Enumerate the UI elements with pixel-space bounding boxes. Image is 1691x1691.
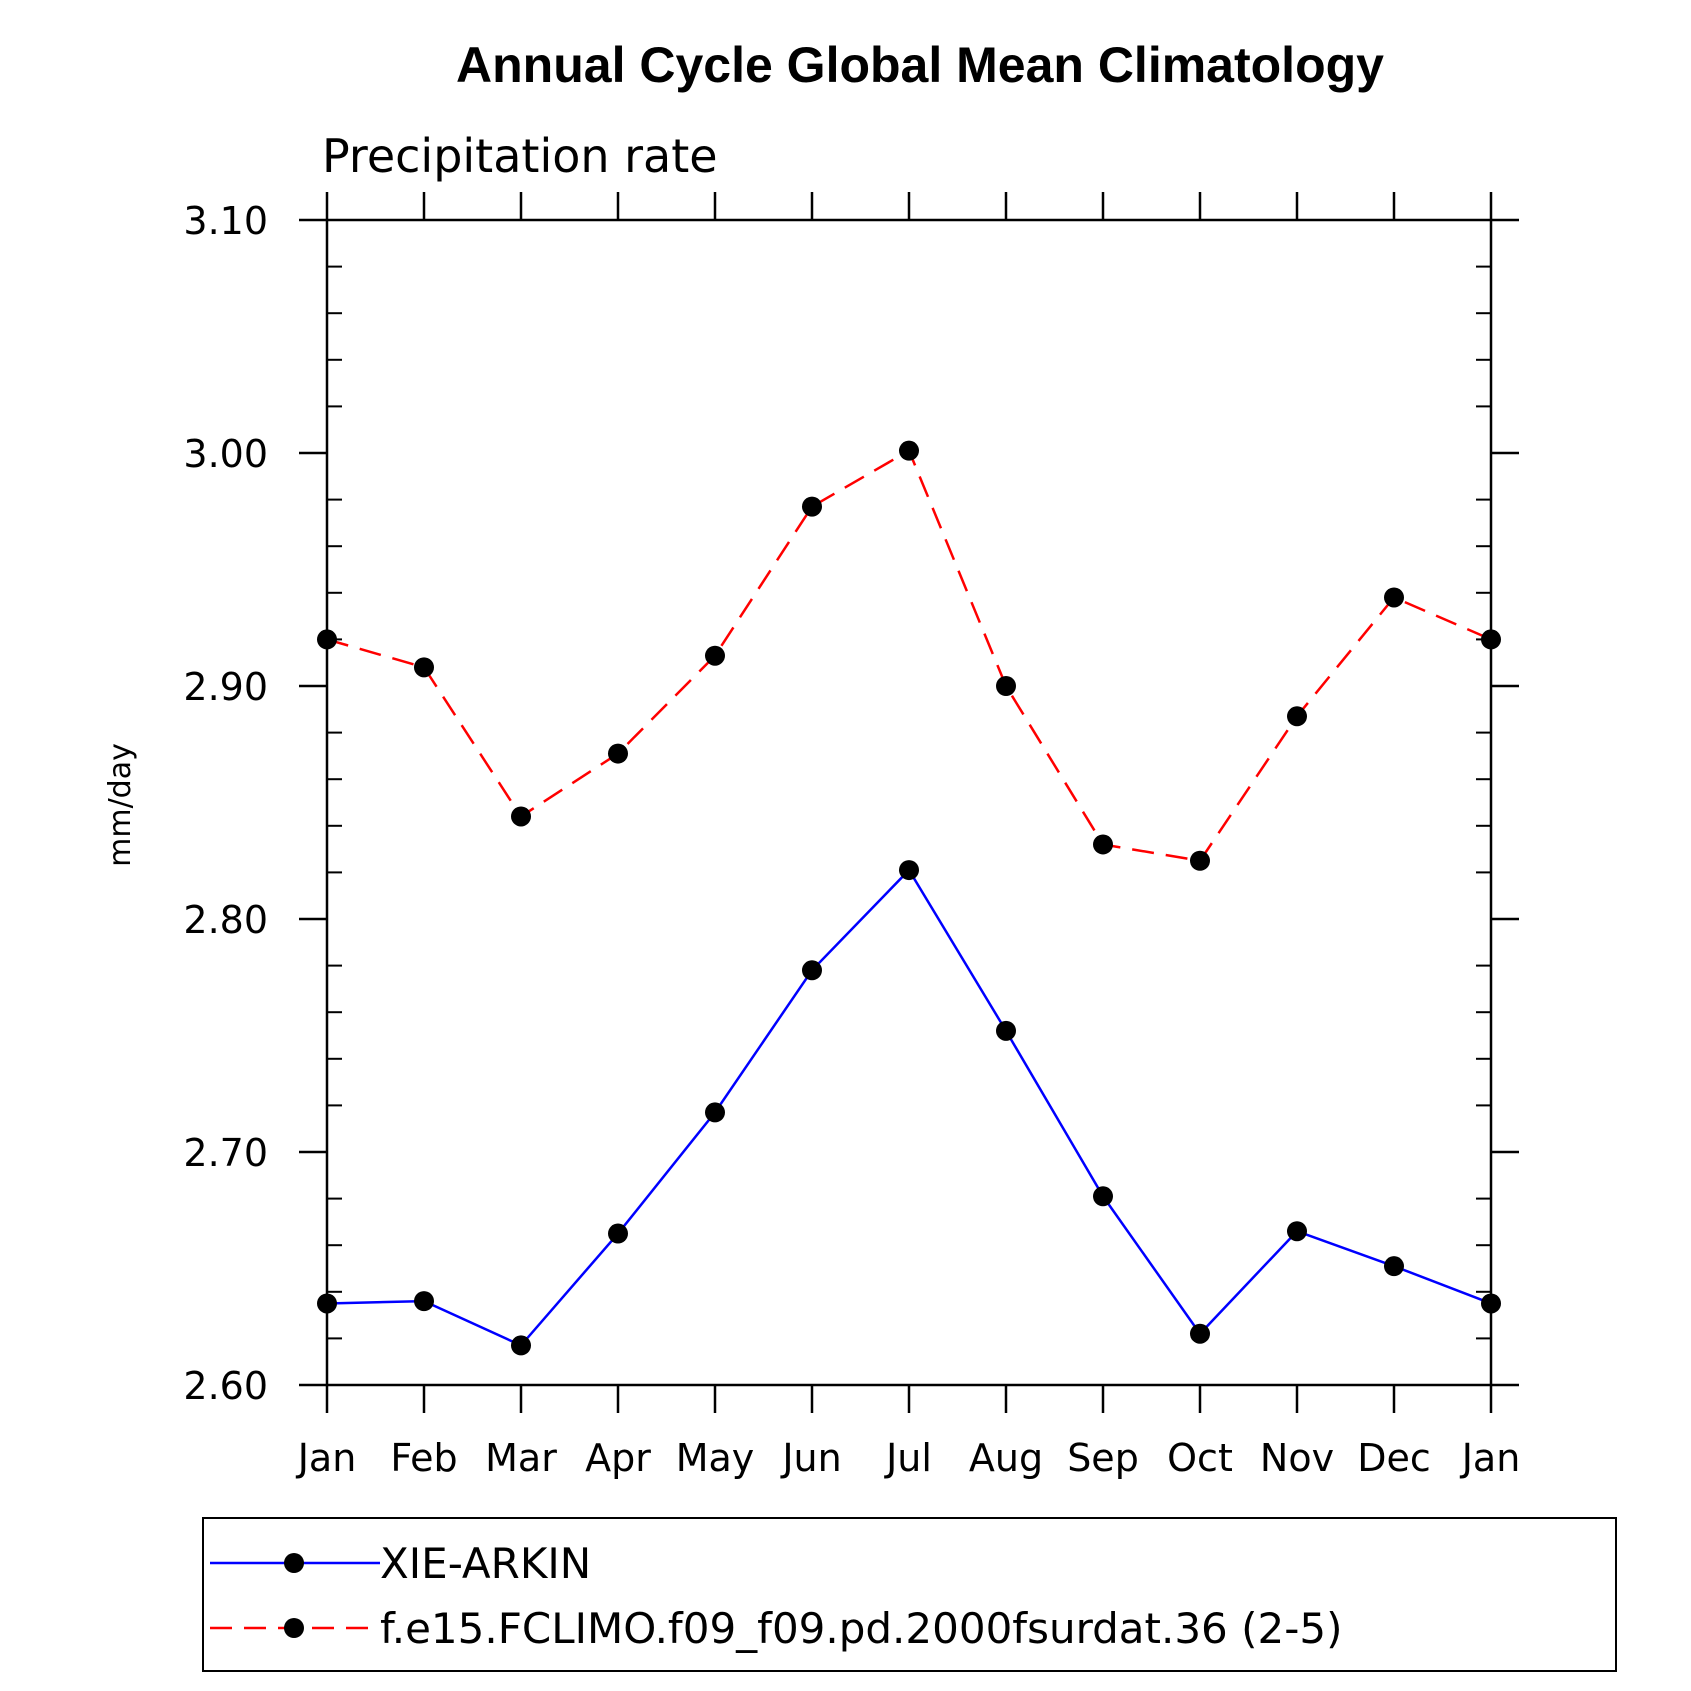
x-tick-label: Feb <box>390 1436 457 1480</box>
data-point-1 <box>1287 706 1307 727</box>
data-point-0 <box>608 1223 628 1244</box>
y-tick-label: 2.80 <box>183 898 268 942</box>
x-tick-label: Jun <box>780 1436 841 1480</box>
series-line-1 <box>326 448 1492 863</box>
x-tick-label: May <box>676 1436 755 1480</box>
legend: XIE-ARKIN f.e15.FCLIMO.f09_f09.pd.2000fs… <box>202 1517 1617 1672</box>
legend-label-xie-arkin: XIE-ARKIN <box>380 1539 591 1588</box>
data-point-0 <box>1287 1221 1307 1242</box>
data-point-1 <box>705 645 725 666</box>
data-point-1 <box>996 676 1016 696</box>
legend-box <box>202 1517 1617 1672</box>
chart-title: Annual Cycle Global Mean Climatology <box>456 37 1384 93</box>
plot-marks: Jan Feb Mar Apr May Jun Jul Aug Sep Oct Nov Dec Jan 2… <box>183 192 1520 1480</box>
data-point-0 <box>1190 1323 1210 1344</box>
chart-subtitle: Precipitation rate <box>322 129 718 183</box>
y-tick-label: 2.90 <box>183 665 268 709</box>
data-point-0 <box>414 1291 434 1312</box>
x-tick-label: Mar <box>485 1436 557 1480</box>
x-tick-label: Jan <box>296 1436 357 1480</box>
data-point-0 <box>511 1335 531 1356</box>
data-point-0 <box>705 1102 725 1123</box>
data-point-1 <box>511 806 531 827</box>
data-point-1 <box>802 496 822 517</box>
x-tick-label: Apr <box>585 1436 651 1480</box>
data-point-0 <box>1093 1186 1113 1207</box>
series-line-0 <box>326 868 1492 1347</box>
legend-marker-xie-arkin <box>284 1553 304 1573</box>
y-tick-label: 3.10 <box>183 199 268 243</box>
data-point-0 <box>996 1020 1016 1041</box>
data-point-1 <box>608 743 628 764</box>
legend-marker-model <box>284 1618 304 1638</box>
data-point-1 <box>1190 850 1210 871</box>
x-tick-label: Jul <box>884 1436 932 1480</box>
data-point-1 <box>1384 587 1404 608</box>
x-tick-label: Oct <box>1167 1436 1233 1480</box>
data-point-0 <box>899 860 919 881</box>
data-point-0 <box>1384 1256 1404 1277</box>
y-tick-label: 2.60 <box>183 1364 268 1408</box>
x-tick-label: Dec <box>1357 1436 1431 1480</box>
data-point-0 <box>802 960 822 981</box>
plot-frame <box>325 218 1493 1387</box>
data-point-1 <box>899 440 919 461</box>
y-tick-label: 2.70 <box>183 1131 268 1175</box>
data-point-1 <box>1093 834 1113 855</box>
x-tick-label: Nov <box>1260 1436 1334 1480</box>
x-tick-label: Aug <box>969 1436 1043 1480</box>
y-axis-label: mm/day <box>103 743 138 867</box>
y-tick-label: 3.00 <box>183 432 268 476</box>
x-tick-label: Sep <box>1067 1436 1139 1480</box>
data-point-1 <box>414 657 434 678</box>
legend-label-model: f.e15.FCLIMO.f09_f09.pd.2000fsurdat.36 (… <box>380 1604 1343 1653</box>
x-tick-label: Jan <box>1460 1436 1521 1480</box>
